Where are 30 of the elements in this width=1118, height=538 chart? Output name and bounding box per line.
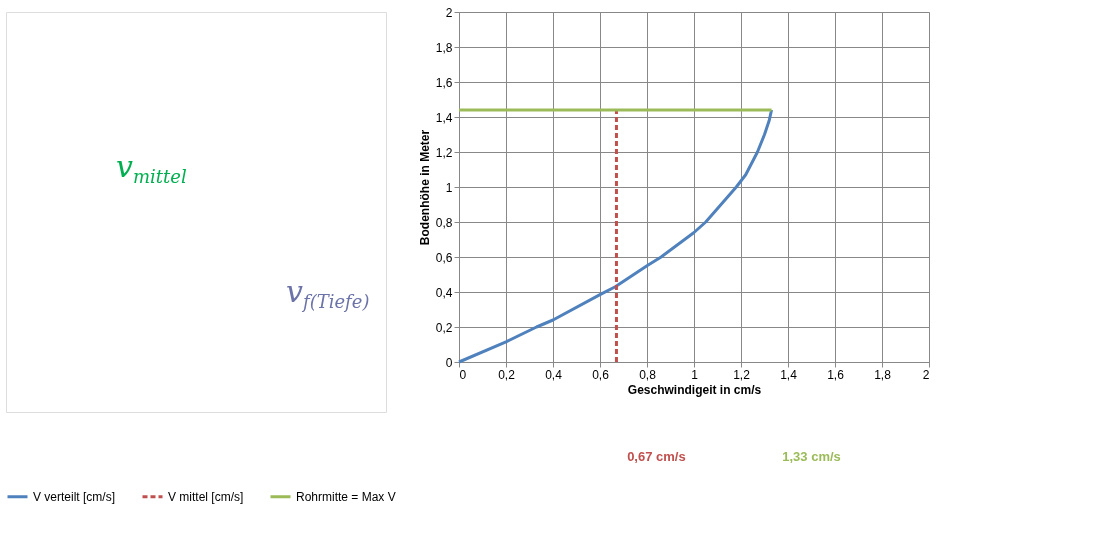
y-tick-label: 0,4	[435, 285, 453, 300]
x-tick-label: 1	[691, 367, 699, 382]
x-tick-label: 1,4	[780, 367, 798, 382]
x-axis-title: Geschwindigeit in cm/s	[627, 382, 762, 397]
x-tick-label: 2	[922, 367, 930, 382]
y-tick-label: 2	[445, 5, 453, 20]
x-tick-label: 0	[459, 367, 467, 382]
y-tick-label: 1	[445, 180, 453, 195]
legend-label: Rohrmitte = Max V	[296, 489, 396, 504]
y-tick-label: 1,4	[435, 110, 453, 125]
x-tick-label: 1,8	[874, 367, 892, 382]
y-tick-label: 0	[445, 355, 453, 370]
y-tick-label: 1,2	[435, 145, 453, 160]
y-tick-label: 1,6	[435, 75, 453, 90]
legend-label: V verteilt [cm/s]	[33, 489, 116, 504]
x-tick-label: 0,2	[498, 367, 516, 382]
y-tick-label: 0,6	[435, 250, 453, 265]
y-tick-label: 1,8	[435, 40, 453, 55]
x-tick-label: 0,6	[592, 367, 610, 382]
text: 0,67 cm/s	[627, 449, 686, 464]
legend-label: V mittel [cm/s]	[168, 489, 244, 504]
line-series	[457, 108, 774, 364]
x-tick-label: 1,6	[827, 367, 845, 382]
x-tick-label: 0,8	[639, 367, 657, 382]
y-axis-title: Bodenhöhe in Meter	[417, 129, 432, 246]
x-tick-label: 1,2	[733, 367, 751, 382]
y-tick-label: 0,2	[435, 320, 453, 335]
text: 1,33 cm/s	[782, 449, 841, 464]
y-tick-label: 0,8	[435, 215, 453, 230]
x-tick-label: 0,4	[545, 367, 563, 382]
